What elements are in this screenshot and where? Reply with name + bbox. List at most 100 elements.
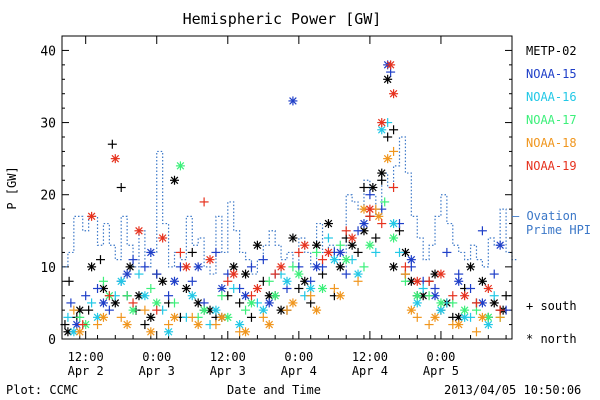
north-data-point (466, 262, 476, 272)
north-data-point (300, 240, 310, 250)
north-data-point (389, 89, 399, 99)
south-data-point (140, 262, 150, 272)
legend-entry: METP-02 (526, 44, 577, 58)
south-data-point (175, 247, 185, 257)
south-data-point (353, 276, 363, 286)
north-data-point (288, 298, 298, 308)
north-data-point (386, 60, 396, 70)
south-data-point (170, 298, 179, 308)
north-data-point (377, 118, 387, 128)
north-data-point (406, 276, 416, 286)
south-data-point (323, 233, 333, 243)
legend-entry: NOAA-16 (526, 90, 577, 104)
south-data-point (211, 247, 221, 257)
north-data-point (489, 298, 499, 308)
x-tick-label: 0:00 (142, 350, 171, 364)
south-data-point (246, 312, 256, 322)
north-data-point (495, 240, 505, 250)
north-data-point (454, 276, 464, 286)
north-data-point (146, 327, 156, 337)
south-data-point (229, 284, 239, 293)
y-tick-label: 0 (48, 333, 56, 348)
y-tick-label: 30 (40, 117, 56, 132)
legend-entry: NOAA-18 (526, 136, 577, 150)
north-data-point (264, 291, 274, 301)
south-data-point (294, 284, 304, 293)
north-data-point (347, 233, 357, 243)
x-tick-label: 0:00 (426, 350, 455, 364)
north-data-point (412, 276, 422, 286)
north-data-point (98, 298, 108, 308)
south-data-point (359, 183, 369, 192)
y-tick-label: 10 (40, 261, 56, 276)
north-data-point (312, 262, 322, 272)
north-data-point (365, 204, 375, 214)
south-data-point (377, 219, 387, 229)
south-data-point (87, 298, 97, 308)
north-data-point (98, 312, 108, 322)
north-data-point (217, 312, 227, 322)
x-tick-label: 12:00 (210, 350, 246, 364)
north-data-point (483, 312, 493, 322)
legend-ovation-line1: — Ovation (512, 209, 577, 223)
south-data-point (424, 291, 434, 301)
north-data-point (276, 305, 286, 315)
south-data-point (380, 197, 390, 207)
x-tick-date: Apr 2 (68, 364, 104, 378)
south-data-point (264, 276, 274, 286)
south-data-point (116, 312, 126, 322)
south-data-point (116, 183, 126, 192)
x-tick-date: Apr 5 (423, 364, 459, 378)
south-data-point (424, 276, 434, 286)
south-data-point (466, 284, 476, 293)
legend-ovation-line2: Prime HPI (526, 223, 591, 237)
north-data-point (193, 298, 203, 308)
south-data-point (341, 269, 351, 279)
north-data-point (241, 327, 251, 337)
south-data-point (341, 226, 351, 236)
south-data-point (318, 255, 328, 265)
north-data-point (175, 161, 185, 171)
north-data-point (288, 96, 298, 106)
north-data-point (140, 291, 150, 301)
south-data-point (359, 262, 369, 272)
south-data-point (146, 284, 156, 293)
north-data-point (335, 262, 345, 272)
north-data-point (454, 320, 464, 330)
north-data-point (264, 320, 274, 330)
south-data-point (412, 312, 422, 322)
north-data-point (306, 284, 316, 293)
north-data-point (477, 312, 487, 322)
south-data-point (187, 276, 197, 286)
north-data-point (294, 269, 304, 279)
north-data-point (158, 233, 168, 243)
north-data-point (400, 247, 410, 257)
north-data-point (436, 269, 446, 279)
south-data-point (164, 320, 174, 330)
south-data-point (152, 269, 162, 279)
legend-entry: NOAA-19 (526, 159, 577, 173)
south-data-point (187, 247, 197, 257)
north-data-point (477, 298, 487, 308)
north-data-point (193, 320, 203, 330)
north-data-point (125, 262, 135, 272)
north-data-point (389, 262, 399, 272)
legend: METP-02 NOAA-15 NOAA-16 NOAA-17 NOAA-18 … (512, 44, 591, 346)
south-data-point (95, 255, 105, 265)
south-data-point (235, 298, 245, 308)
south-data-point (306, 291, 316, 301)
south-data-point (365, 190, 375, 200)
north-data-point (359, 219, 369, 229)
south-data-point (353, 226, 363, 236)
legend-south-marker: + south (526, 299, 577, 313)
south-data-point (187, 312, 197, 322)
legend-north-marker: * north (526, 332, 577, 346)
north-data-point (87, 211, 97, 221)
south-data-point (140, 320, 150, 330)
north-data-point (205, 255, 215, 265)
south-data-point (134, 269, 144, 279)
north-data-point (270, 291, 280, 301)
north-data-point (282, 276, 292, 286)
north-data-point (341, 255, 351, 265)
